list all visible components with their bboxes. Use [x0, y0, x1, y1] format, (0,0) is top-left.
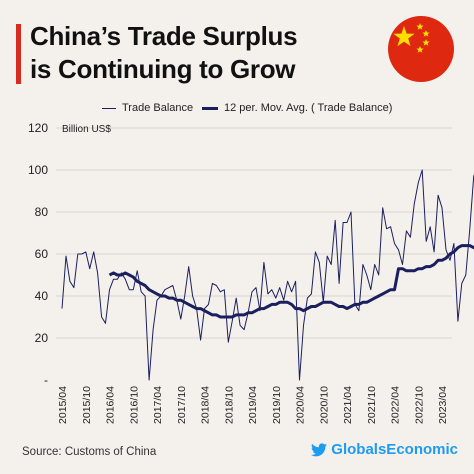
source-note: Source: Customs of China: [22, 446, 157, 458]
x-tick-label: 2022/10: [413, 386, 425, 424]
x-tick-label: 2018/04: [200, 386, 212, 424]
x-tick-label: 2022/04: [390, 386, 402, 424]
x-tick-label: 2015/04: [57, 386, 69, 424]
title-accent-bar: [16, 24, 21, 84]
unit-label: Billion US$: [62, 124, 111, 135]
title-line-1: China’s Trade Surplus: [30, 21, 298, 51]
y-tick-label: 100: [28, 163, 48, 177]
brand-name: GlobalsEconomic: [331, 441, 458, 458]
x-tick-label: 2023/04: [437, 386, 449, 424]
x-tick-label: 2021/04: [342, 386, 354, 424]
y-tick-label: 120: [28, 121, 48, 135]
legend-label-moving-average: 12 per. Mov. Avg. ( Trade Balance): [224, 102, 393, 114]
chart-legend: Trade Balance 12 per. Mov. Avg. ( Trade …: [90, 98, 470, 118]
legend-label-trade-balance: Trade Balance: [122, 102, 194, 114]
x-tick-label: 2015/10: [81, 386, 93, 424]
y-tick-label: -: [44, 373, 48, 387]
y-tick-label: 20: [35, 331, 49, 345]
brand-link[interactable]: GlobalsEconomic: [311, 441, 458, 458]
series-line-moving-average: [108, 244, 474, 319]
y-tick-label: 40: [35, 289, 49, 303]
title-line-2: is Continuing to Grow: [30, 54, 296, 84]
x-tick-label: 2020/10: [318, 386, 330, 424]
x-tick-label: 2021/10: [366, 386, 378, 424]
twitter-bird-icon: [311, 442, 328, 456]
x-tick-label: 2016/04: [105, 386, 117, 424]
legend-item-trade-balance: Trade Balance: [102, 102, 193, 114]
y-tick-label: 80: [35, 205, 49, 219]
x-tick-label: 2017/10: [176, 386, 188, 424]
legend-item-moving-average: 12 per. Mov. Avg. ( Trade Balance): [202, 102, 392, 114]
page-title: China’s Trade Surplus is Continuing to G…: [30, 20, 350, 86]
legend-swatch-thin: [102, 107, 116, 109]
legend-swatch-thick: [202, 106, 218, 110]
x-tick-label: 2019/10: [271, 386, 283, 424]
x-tick-label: 2020/04: [295, 386, 307, 424]
x-tick-label: 2018/10: [223, 386, 235, 424]
china-flag-icon: [388, 16, 454, 82]
y-tick-label: 60: [35, 247, 49, 261]
x-tick-label: 2016/10: [128, 386, 140, 424]
x-tick-label: 2017/04: [152, 386, 164, 424]
x-tick-label: 2019/04: [247, 386, 259, 424]
